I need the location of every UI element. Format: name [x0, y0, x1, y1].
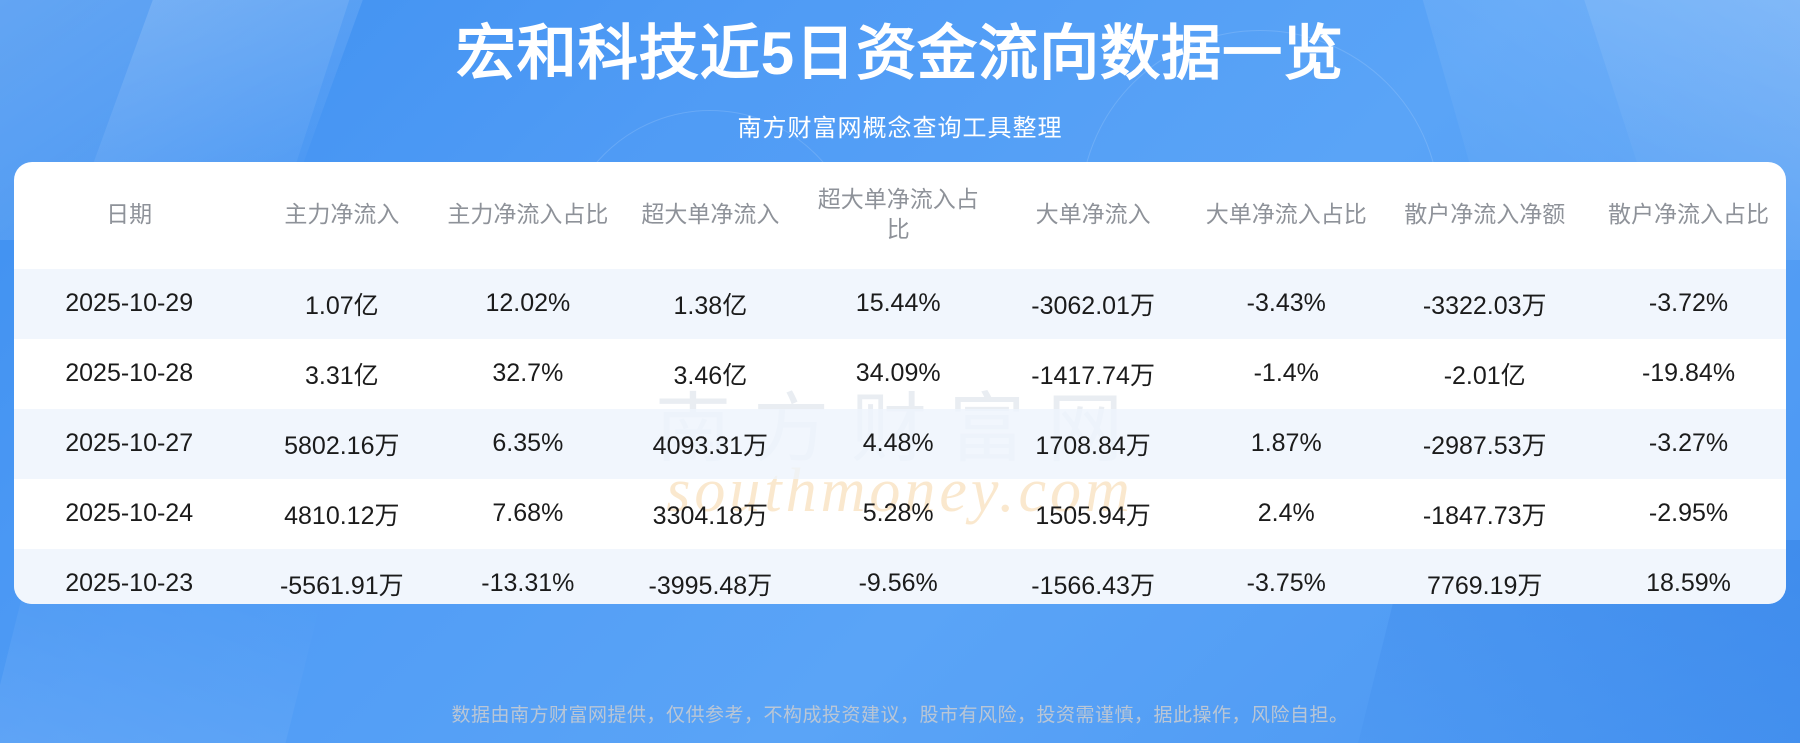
cell-date: 2025-10-23 [14, 548, 245, 604]
cell-retail-pct: -3.72% [1591, 268, 1786, 339]
cell-main-net: 3.31亿 [304, 361, 379, 390]
cell-xl-pct: 34.09% [855, 359, 941, 388]
cell-retail-pct: -3.27% [1591, 408, 1786, 479]
cell-lg-net: 1708.84万 [992, 408, 1195, 479]
cell-retail-net: -2.01亿 [1443, 361, 1526, 390]
cell-main-pct: 6.35% [439, 408, 617, 479]
cell-main-pct: -13.31% [439, 548, 617, 604]
cell-main-net: 4810.12万 [284, 501, 400, 530]
column-header-xl-pct: 超大单净流入占比 [817, 186, 979, 243]
cell-lg-net: 1505.94万 [1035, 501, 1151, 530]
cell-date: 2025-10-29 [14, 268, 245, 339]
cell-lg-net: -1566.43万 [992, 548, 1195, 604]
column-header-date: 日期 [106, 201, 153, 228]
cell-retail-net: -3322.03万 [1378, 268, 1592, 339]
cell-lg-pct: 2.4% [1257, 499, 1315, 528]
table-row: 2025-10-28 3.31亿 32.7% 3.46亿 34.09% -141… [14, 339, 1786, 409]
page-subtitle: 南方财富网概念查询工具整理 [737, 115, 1063, 142]
cell-xl-pct: -9.56% [804, 548, 993, 604]
column-header-lg-pct: 大单净流入占比 [1205, 201, 1367, 228]
column-header-lg-net: 大单净流入 [1035, 201, 1151, 228]
column-header-xl-net: 超大单净流入 [641, 201, 780, 228]
cell-retail-net: -1847.73万 [1422, 501, 1547, 530]
cell-lg-pct: -3.75% [1194, 548, 1379, 604]
cell-date: 2025-10-24 [65, 499, 194, 528]
cell-retail-net: -2987.53万 [1378, 408, 1592, 479]
table-row: 2025-10-29 1.07亿 12.02% 1.38亿 15.44% -30… [14, 268, 1786, 339]
cell-main-pct: 32.7% [492, 359, 564, 388]
cell-xl-pct: 4.48% [804, 408, 993, 479]
column-header-retail-net: 散户净流入净额 [1404, 201, 1566, 228]
cell-retail-pct: -2.95% [1648, 499, 1729, 528]
cell-main-net: 1.07亿 [244, 268, 440, 339]
column-header-main-pct: 主力净流入占比 [447, 201, 609, 228]
cell-lg-net: -1417.74万 [1031, 361, 1155, 390]
cell-xl-net: 3.46亿 [673, 361, 748, 390]
disclaimer-text: 数据由南方财富网提供，仅供参考，不构成投资建议，股市有风险，投资需谨慎，据此操作… [451, 705, 1349, 726]
cell-xl-net: 1.38亿 [616, 268, 805, 339]
page-title: 宏和科技近5日资金流向数据一览 [455, 20, 1345, 87]
cell-date: 2025-10-27 [14, 408, 245, 479]
cell-retail-pct: -19.84% [1641, 359, 1736, 388]
data-card: 南方财富网 southmoney.com 日期 主力净流入 主力净流入占比 超大… [14, 162, 1786, 604]
cell-xl-pct: 5.28% [862, 499, 934, 528]
cell-lg-net: -3062.01万 [992, 268, 1195, 339]
cell-lg-pct: 1.87% [1194, 408, 1379, 479]
cell-date: 2025-10-28 [65, 359, 194, 388]
cell-xl-net: 3304.18万 [652, 501, 769, 530]
table-body: 2025-10-29 1.07亿 12.02% 1.38亿 15.44% -30… [14, 268, 1786, 604]
table-header-row: 日期 主力净流入 主力净流入占比 超大单净流入 超大单净流入占比 大单净流入 大… [14, 162, 1786, 269]
cell-lg-pct: -3.43% [1194, 268, 1379, 339]
cell-retail-pct: 18.59% [1591, 548, 1786, 604]
table-row: 2025-10-23 -5561.91万 -13.31% -3995.48万 -… [14, 548, 1786, 604]
cell-xl-net: -3995.48万 [616, 548, 805, 604]
fund-flow-table: 日期 主力净流入 主力净流入占比 超大单净流入 超大单净流入占比 大单净流入 大… [14, 162, 1786, 604]
cell-main-net: -5561.91万 [244, 548, 440, 604]
column-header-main-net: 主力净流入 [284, 201, 400, 228]
table-row: 2025-10-24 4810.12万 7.68% 3304.18万 5.28%… [14, 479, 1786, 549]
column-header-retail-pct: 散户净流入占比 [1608, 201, 1769, 228]
cell-xl-net: 4093.31万 [616, 408, 805, 479]
cell-retail-net: 7769.19万 [1378, 548, 1592, 604]
cell-main-pct: 7.68% [492, 499, 564, 528]
cell-main-net: 5802.16万 [244, 408, 440, 479]
cell-lg-pct: -1.4% [1253, 359, 1319, 388]
cell-main-pct: 12.02% [439, 268, 617, 339]
table-header: 日期 主力净流入 主力净流入占比 超大单净流入 超大单净流入占比 大单净流入 大… [14, 162, 1786, 269]
cell-xl-pct: 15.44% [804, 268, 993, 339]
table-row: 2025-10-27 5802.16万 6.35% 4093.31万 4.48%… [14, 408, 1786, 479]
